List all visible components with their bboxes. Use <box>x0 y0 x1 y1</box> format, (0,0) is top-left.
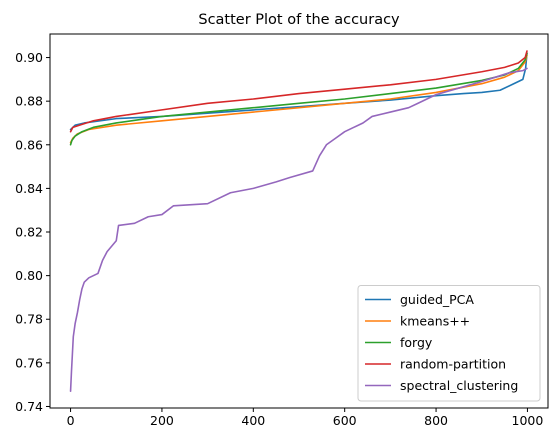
chart-title: Scatter Plot of the accuracy <box>198 12 400 28</box>
y-tick-label-7: 0.88 <box>15 94 43 109</box>
y-tick-label-3: 0.80 <box>15 268 43 283</box>
x-tick-label-0: 0 <box>67 413 75 428</box>
legend: guided_PCA kmeans++ forgy random-partition s… <box>357 285 541 402</box>
legend-label-2: forgy <box>400 335 433 350</box>
legend-label-1: kmeans++ <box>400 314 470 329</box>
x-tick-label-2: 400 <box>241 413 265 428</box>
y-tick-label-4: 0.82 <box>15 225 43 240</box>
legend-label-4: spectral_clustering <box>400 378 518 393</box>
legend-label-0: guided_PCA <box>400 292 474 307</box>
legend-box <box>357 285 541 402</box>
x-tick-label-3: 600 <box>333 413 357 428</box>
series-line-3 <box>69 50 528 133</box>
legend-label-3: random-partition <box>400 357 506 372</box>
x-axis: 0 200 400 600 800 1000 <box>67 408 544 428</box>
y-axis: 0.74 0.76 0.78 0.80 0.82 0.84 0.86 0.88 0.90 <box>15 50 50 414</box>
x-tick-label-4: 800 <box>424 413 448 428</box>
plot-lines <box>69 50 528 393</box>
y-tick-label-1: 0.76 <box>15 355 43 370</box>
y-tick-label-8: 0.90 <box>15 50 43 65</box>
plot-frame <box>49 33 549 409</box>
y-tick-label-0: 0.74 <box>15 399 43 414</box>
x-tick-label-5: 1000 <box>512 413 544 428</box>
x-tick-label-1: 200 <box>150 413 174 428</box>
y-tick-label-2: 0.78 <box>15 312 43 327</box>
series-line-4 <box>69 67 528 393</box>
y-tick-label-5: 0.84 <box>15 181 43 196</box>
y-tick-label-6: 0.86 <box>15 137 43 152</box>
